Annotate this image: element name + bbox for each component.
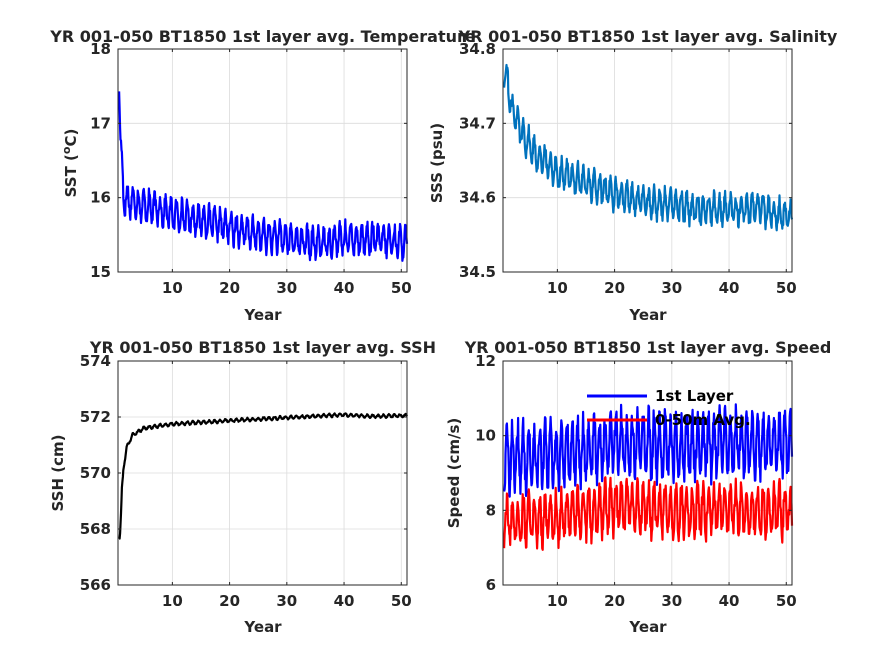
- sss-panel: 10 20 30 40 50 34.5 34.6 34.7 34.8YR 001-050 BT1…: [428, 27, 838, 324]
- sss-x-tick-label: 30: [661, 279, 682, 297]
- sss-series-group: [503, 63, 794, 232]
- sst-title: YR 001-050 BT1850 1st layer avg. Tempera…: [49, 27, 476, 46]
- ssh-y-tick-label: 572: [80, 408, 111, 426]
- speed-x-tick-label: 50: [776, 592, 797, 610]
- sss-y-tick-label: 34.7: [459, 114, 496, 132]
- speed-series-line-1st-layer: [503, 403, 794, 498]
- sst-series-line: [118, 91, 409, 262]
- sss-y-tick-label: 34.8: [459, 40, 496, 58]
- sss-y-tick-label: 34.5: [459, 263, 496, 281]
- ssh-ylabel: SSH (cm): [49, 435, 67, 512]
- sss-title: YR 001-050 BT1850 1st layer avg. Salinit…: [458, 27, 838, 46]
- sss-y-tick-label: 34.6: [459, 189, 496, 207]
- ssh-x-tick-label: 10: [162, 592, 183, 610]
- sss-frame: [502, 48, 793, 273]
- sst-x-tick-label: 50: [391, 279, 412, 297]
- speed-xlabel: Year: [628, 618, 667, 636]
- speed-series-line-0-50m-avg-: [503, 476, 794, 551]
- sss-ticks: 10 20 30 40 50 34.5 34.6 34.7 34.8: [459, 40, 797, 297]
- sst-ylabel: SST (oC): [60, 129, 80, 198]
- speed-legend-label: 0-50m Avg.: [655, 411, 751, 429]
- ssh-ticks: 10 20 30 40 50 566 568 570 572 574: [80, 352, 412, 610]
- speed-y-tick-label: 8: [486, 501, 496, 519]
- sss-x-tick-label: 20: [604, 279, 625, 297]
- ssh-series-group: [118, 412, 409, 540]
- ssh-y-tick-label: 570: [80, 464, 111, 482]
- speed-legend-label: 1st Layer: [655, 387, 734, 405]
- speed-y-tick-label: 12: [475, 352, 496, 370]
- sss-x-tick-label: 40: [719, 279, 740, 297]
- ssh-series-line: [118, 412, 409, 540]
- ssh-xlabel: Year: [243, 618, 282, 636]
- speed-x-tick-label: 40: [719, 592, 740, 610]
- sst-x-tick-label: 10: [162, 279, 183, 297]
- ssh-title: YR 001-050 BT1850 1st layer avg. SSH: [89, 338, 436, 357]
- speed-ylabel: Speed (cm/s): [445, 418, 463, 529]
- sst-ticks: 10 20 30 40 50 15 16 17 18: [90, 40, 412, 297]
- ssh-y-tick-label: 568: [80, 520, 111, 538]
- ssh-x-tick-label: 30: [276, 592, 297, 610]
- sst-y-tick-label: 17: [90, 114, 111, 132]
- sss-x-tick-label: 10: [547, 279, 568, 297]
- ssh-axes: [118, 360, 407, 586]
- sss-ylabel: SSS (psu): [428, 123, 446, 203]
- ssh-y-tick-label: 574: [80, 352, 111, 370]
- sst-y-tick-label: 16: [90, 189, 111, 207]
- speed-x-tick-label: 10: [547, 592, 568, 610]
- ssh-y-tick-label: 566: [80, 576, 111, 594]
- sst-xlabel: Year: [243, 306, 282, 324]
- sst-x-tick-label: 40: [334, 279, 355, 297]
- speed-panel: 10 20 30 40 50 6 8 10 12 1st Layer 0-50m Avg. YR 00…: [445, 338, 831, 636]
- speed-y-tick-label: 6: [486, 576, 496, 594]
- sst-y-tick-label: 15: [90, 263, 111, 281]
- ssh-x-tick-label: 40: [334, 592, 355, 610]
- speed-title: YR 001-050 BT1850 1st layer avg. Speed: [464, 338, 832, 357]
- speed-series-group: [503, 403, 794, 551]
- sst-y-tick-label: 18: [90, 40, 111, 58]
- speed-frame: [502, 360, 793, 586]
- sst-frame: [117, 48, 408, 273]
- sst-axes: [118, 48, 407, 273]
- sst-x-tick-label: 20: [219, 279, 240, 297]
- sss-x-tick-label: 50: [776, 279, 797, 297]
- speed-x-tick-label: 20: [604, 592, 625, 610]
- speed-ticks: 10 20 30 40 50 6 8 10 12: [475, 352, 797, 610]
- ssh-x-tick-label: 20: [219, 592, 240, 610]
- speed-legend: 1st Layer 0-50m Avg.: [587, 387, 751, 429]
- sss-series-line: [503, 63, 794, 232]
- sst-series-group: [118, 91, 409, 262]
- speed-x-tick-label: 30: [661, 592, 682, 610]
- ssh-x-tick-label: 50: [391, 592, 412, 610]
- sst-x-tick-label: 30: [276, 279, 297, 297]
- speed-y-tick-label: 10: [475, 427, 496, 445]
- sss-xlabel: Year: [628, 306, 667, 324]
